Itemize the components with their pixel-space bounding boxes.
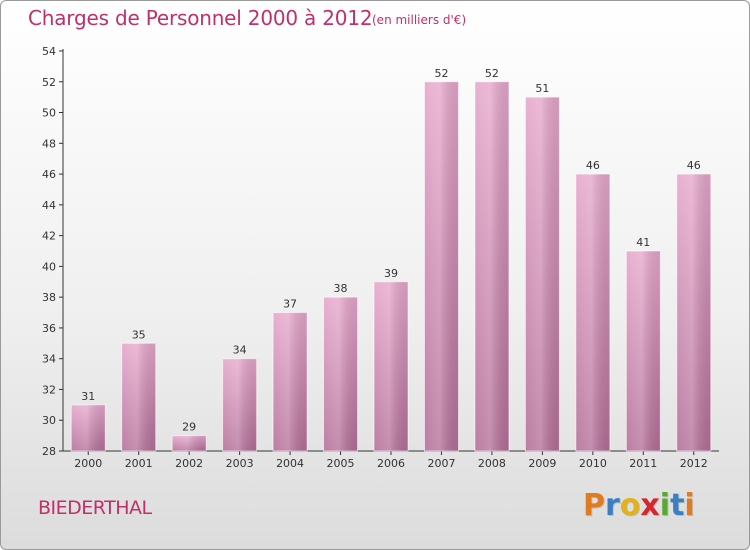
x-tick-label: 2011	[629, 457, 657, 470]
data-label: 39	[384, 267, 398, 280]
data-label: 34	[233, 344, 247, 357]
place-name: BIEDERTHAL	[38, 497, 152, 519]
x-tick-label: 2010	[579, 457, 607, 470]
bar-shine-2004	[273, 312, 308, 451]
data-label: 38	[334, 282, 348, 295]
bar-shine-2011	[626, 251, 661, 451]
x-tick-label: 2002	[175, 457, 203, 470]
data-label: 52	[485, 67, 499, 80]
bar-shine-2005	[323, 297, 358, 451]
bar-shine-2006	[374, 281, 408, 451]
y-tick-label: 40	[42, 260, 56, 273]
brand-letter: i	[659, 488, 671, 523]
x-tick-label: 2005	[327, 457, 355, 470]
data-label: 37	[283, 298, 297, 311]
x-tick-label: 2001	[125, 457, 153, 470]
data-label: 46	[687, 159, 701, 172]
bar-shine-2002	[172, 435, 207, 451]
x-tick-label: 2006	[377, 457, 405, 470]
y-tick-label: 52	[42, 76, 56, 89]
brand-letter: x	[640, 488, 660, 523]
data-label: 51	[535, 82, 549, 95]
bar-shine-2000	[71, 404, 106, 451]
proxiti-logo: Proxiti	[583, 488, 695, 523]
x-tick-label: 2008	[478, 457, 506, 470]
y-tick-label: 38	[42, 291, 56, 304]
y-tick-label: 50	[42, 107, 56, 120]
bar-shine-2012	[676, 174, 711, 452]
y-tick-label: 54	[42, 45, 56, 58]
bar-shine-2008	[474, 81, 509, 452]
data-label: 35	[132, 328, 146, 341]
bars	[70, 81, 712, 452]
data-label: 31	[81, 390, 95, 403]
y-tick-label: 46	[42, 168, 56, 181]
x-tick-label: 2012	[680, 457, 708, 470]
brand-letter: r	[605, 488, 620, 523]
x-tick-label: 2007	[427, 457, 455, 470]
data-label: 52	[434, 67, 448, 80]
y-tick-label: 34	[42, 353, 56, 366]
x-tick-label: 2009	[528, 457, 556, 470]
y-tick-label: 36	[42, 322, 56, 335]
y-tick-label: 42	[42, 230, 56, 243]
data-label: 46	[586, 159, 600, 172]
bar-shine-2003	[222, 358, 257, 451]
bar-shine-2007	[424, 81, 459, 452]
y-tick-label: 30	[42, 414, 56, 427]
brand-letter: i	[684, 488, 695, 523]
x-axis: 2000 2001 2002 2003 2004 2005 2006 2007 2008 2009…	[63, 450, 719, 470]
chart-title: Charges de Personnel 2000 à 2012	[28, 6, 373, 30]
y-axis: 28 30 32 34 36 38 40 42 44 46 48 50 52 54	[42, 45, 64, 458]
x-tick-label: 2004	[276, 457, 304, 470]
data-labels: 31 35 29 34 37 38 39 52 52 51 46 41 46	[81, 67, 701, 434]
bar-shine-2009	[525, 97, 560, 452]
y-tick-label: 32	[42, 383, 56, 396]
bar-shine-2010	[575, 174, 610, 452]
x-tick-label: 2003	[226, 457, 254, 470]
brand-letter: o	[619, 488, 641, 523]
y-tick-label: 48	[42, 137, 56, 150]
x-tick-label: 2000	[74, 457, 102, 470]
brand-letter: t	[670, 488, 685, 523]
brand-letter: P	[583, 488, 605, 523]
data-label: 41	[636, 236, 650, 249]
chart-unit: (en milliers d'€)	[372, 13, 467, 27]
y-tick-label: 44	[42, 199, 56, 212]
bar-shine-2001	[121, 343, 156, 451]
data-label: 29	[182, 421, 196, 434]
y-tick-label: 28	[42, 445, 56, 458]
